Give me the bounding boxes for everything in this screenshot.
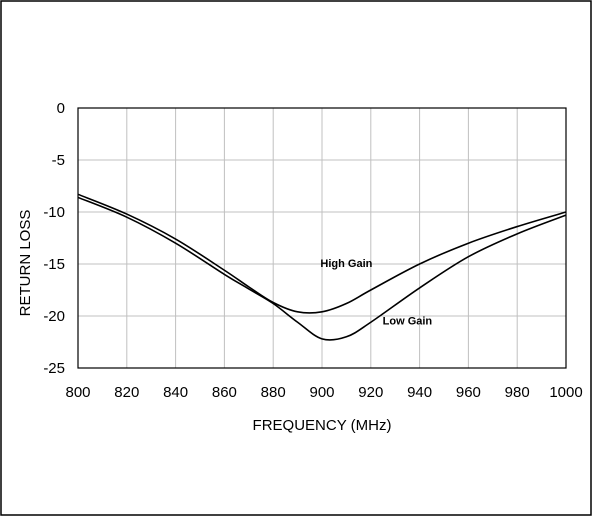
annotation-high-gain: High Gain [320, 258, 372, 270]
x-tick-label: 840 [163, 384, 188, 401]
annotation-low-gain: Low Gain [383, 315, 433, 327]
series-line-high-gain [77, 193, 567, 314]
x-tick-label: 920 [358, 384, 383, 401]
x-axis-label: FREQUENCY (MHz) [253, 417, 392, 434]
y-tick-label: -5 [52, 152, 65, 169]
annotations: High Gain Low Gain [320, 258, 432, 327]
x-tick-label: 940 [407, 384, 432, 401]
grid [77, 107, 567, 369]
series-group [77, 193, 567, 341]
y-axis-label: RETURN LOSS [17, 210, 34, 317]
x-tick-label: 1000 [549, 384, 582, 401]
series-line-low-gain [77, 196, 567, 341]
x-tick-label: 900 [309, 384, 334, 401]
y-tick-label: -10 [43, 204, 65, 221]
x-tick-label: 980 [505, 384, 530, 401]
plot-border [77, 107, 567, 369]
x-tick-label: 800 [65, 384, 90, 401]
tick-labels: 800 820 840 860 880 900 920 940 960 980 1000 0 -5 -10… [43, 100, 582, 401]
y-tick-label: 0 [57, 100, 65, 117]
y-tick-label: -15 [43, 256, 65, 273]
x-tick-label: 820 [114, 384, 139, 401]
y-tick-label: -25 [43, 360, 65, 377]
x-tick-label: 880 [261, 384, 286, 401]
x-tick-label: 860 [212, 384, 237, 401]
y-tick-label: -20 [43, 308, 65, 325]
x-tick-label: 960 [456, 384, 481, 401]
